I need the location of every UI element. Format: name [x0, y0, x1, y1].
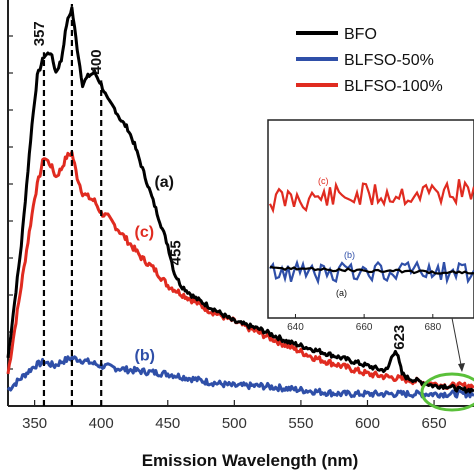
- x-tick-label: 600: [355, 415, 380, 432]
- x-tick-label: 550: [288, 415, 313, 432]
- inset-line-blfso-100-: [269, 179, 474, 214]
- series-line-bfo: [6, 6, 474, 394]
- x-tick-label: 350: [22, 415, 47, 432]
- curve-label: (b): [134, 347, 154, 364]
- legend-label: BFO: [344, 26, 377, 43]
- peak-dashed-lines: [42, 4, 103, 406]
- inset-frame: [267, 119, 474, 319]
- zoom-region-ellipse: [420, 372, 474, 412]
- x-tick-label: 400: [89, 415, 114, 432]
- legend-label: BLFSO-100%: [344, 78, 443, 95]
- x-axis-label: Emission Wavelength (nm): [142, 451, 359, 470]
- inset-curve-label: (c): [318, 176, 329, 186]
- series-line-blfso-50-: [6, 355, 474, 399]
- series-lines: [6, 6, 474, 399]
- peak-labels: 357378400455623: [31, 21, 408, 350]
- x-tick-label: 650: [422, 415, 447, 432]
- peak-label: 455: [167, 240, 184, 265]
- legend-label: BLFSO-50%: [344, 52, 434, 69]
- peak-label: 623: [391, 325, 408, 350]
- inset-x-tick-label: 640: [287, 322, 304, 333]
- inset-panel: 640 660 680 (c) (b) (a): [267, 119, 474, 412]
- axes: 350 400 450 500 550 600 650: [7, 0, 474, 432]
- inset-pointer-line: [451, 317, 463, 371]
- x-tick-label: 450: [155, 415, 180, 432]
- curve-labels: (a) (b) (c): [134, 174, 174, 364]
- curve-label: (c): [134, 224, 154, 241]
- inset-pointer-arrowhead: [458, 363, 465, 372]
- inset-x-tick-label: 660: [356, 322, 373, 333]
- peak-label: 400: [88, 49, 105, 74]
- curve-label: (a): [154, 174, 174, 191]
- legend: BFO BLFSO-50% BLFSO-100%: [286, 14, 474, 100]
- peak-label: 357: [31, 21, 48, 46]
- x-tick-label: 500: [222, 415, 247, 432]
- inset-line-bfo: [269, 265, 474, 275]
- inset-curve-label: (a): [336, 288, 347, 298]
- inset-x-tick-label: 680: [424, 322, 441, 333]
- inset-curve-label: (b): [344, 250, 355, 260]
